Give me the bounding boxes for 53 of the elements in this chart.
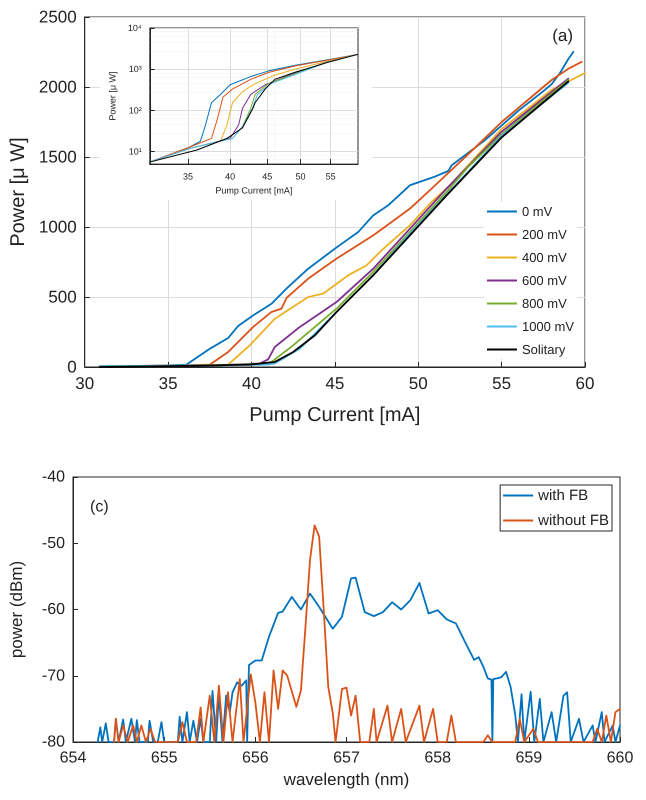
- y-tick-label: 500: [48, 288, 77, 306]
- x-tick-label: 658: [424, 750, 452, 766]
- y-tick-label: 2500: [38, 8, 77, 26]
- x-tick-label: 30: [75, 374, 94, 393]
- x-tick-label: 657: [333, 750, 360, 766]
- legend-label: 800 mV: [522, 296, 568, 311]
- legend-label: without FB: [537, 512, 610, 529]
- y-axis-title: Power [μ W]: [7, 137, 29, 247]
- y-tick-label: -60: [42, 601, 66, 618]
- y-axis-title: power (dBm): [7, 560, 26, 658]
- y-tick-label: -80: [42, 734, 66, 750]
- x-tick-label: 40: [225, 172, 236, 182]
- x-tick-label: 654: [60, 750, 86, 766]
- x-tick-label: 50: [296, 172, 306, 182]
- y-tick-label: -70: [42, 667, 66, 684]
- legend-label: with FB: [537, 487, 588, 504]
- x-tick-label: 45: [262, 172, 272, 182]
- x-axis-title: wavelength (nm): [282, 770, 410, 789]
- x-tick-label: 50: [408, 374, 428, 393]
- x-tick-label: 35: [158, 374, 178, 393]
- line-series: [96, 576, 621, 743]
- x-tick-label: 55: [492, 374, 512, 393]
- annotation: (a): [552, 26, 574, 45]
- y-axis-title: Power [μ W]: [108, 71, 118, 121]
- y-tick-label: 10¹: [128, 146, 142, 157]
- legend-label: 600 mV: [522, 273, 568, 288]
- y-tick-label: 1000: [38, 218, 77, 236]
- x-tick-label: 35: [183, 172, 194, 182]
- y-tick-label: 10²: [128, 105, 142, 116]
- x-tick-label: 45: [325, 374, 344, 393]
- x-tick-label: 660: [606, 750, 634, 766]
- x-tick-label: 655: [150, 750, 178, 766]
- legend-label: 400 mV: [522, 250, 568, 265]
- x-tick-label: 659: [515, 750, 542, 766]
- legend-label: 200 mV: [522, 227, 568, 242]
- line-series: [113, 524, 621, 743]
- y-tick-label: 0: [67, 358, 77, 376]
- y-tick-label: 1500: [38, 148, 77, 166]
- y-tick-label: 2000: [38, 78, 77, 96]
- y-tick-label: -50: [42, 534, 66, 552]
- x-tick-label: 656: [242, 750, 269, 766]
- y-tick-label: 10⁴: [128, 23, 142, 33]
- y-tick-label: 10³: [128, 64, 142, 74]
- legend-label: Solitary: [522, 342, 566, 357]
- x-tick-label: 40: [242, 374, 261, 393]
- legend-label: 1000 mV: [522, 319, 574, 334]
- x-axis-title: Pump Current [mA]: [249, 404, 420, 426]
- annotation: (c): [90, 498, 109, 516]
- y-tick-label: -40: [42, 468, 66, 486]
- x-axis-title: Pump Current [mA]: [215, 186, 292, 196]
- x-tick-label: 55: [326, 172, 336, 182]
- legend-label: 0 mV: [522, 204, 553, 219]
- x-tick-label: 60: [576, 374, 594, 393]
